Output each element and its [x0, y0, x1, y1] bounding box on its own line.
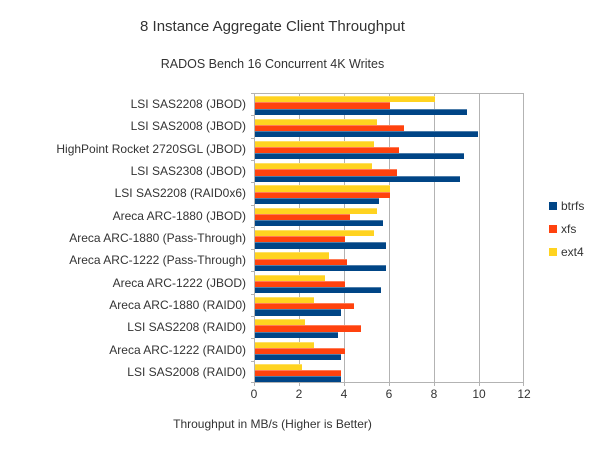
bar-ext4 — [255, 252, 330, 259]
category-label: LSI SAS2208 (JBOD) — [130, 97, 246, 112]
bar-xfs — [255, 280, 345, 288]
x-tick-label-10: 10 — [472, 387, 486, 401]
bar-xfs — [255, 258, 348, 265]
x-tick-mark — [344, 383, 345, 386]
legend-item-ext4: ext4 — [549, 240, 584, 263]
gridline-x-8 — [434, 94, 435, 382]
x-tick-label-2: 2 — [295, 387, 303, 401]
bar-btrfs — [255, 108, 467, 115]
gridline-x-10 — [479, 94, 480, 382]
bar-xfs — [255, 325, 361, 332]
plot-area — [254, 93, 524, 383]
chart-subtitle: RADOS Bench 16 Concurrent 4K Writes — [160, 57, 385, 71]
bar-ext4 — [255, 96, 435, 103]
x-tick-label-12: 12 — [517, 387, 531, 401]
bar-btrfs — [255, 153, 465, 160]
category-label: LSI SAS2208 (RAID0x6) — [114, 186, 246, 201]
x-tick-label-4: 4 — [340, 387, 348, 401]
ext4-swatch-icon — [549, 247, 557, 256]
bar-ext4 — [255, 341, 314, 348]
y-tick-mark — [251, 205, 254, 206]
bar-btrfs — [255, 197, 379, 205]
legend-label: ext4 — [561, 244, 584, 259]
bar-btrfs — [255, 220, 384, 227]
x-tick-mark — [254, 383, 255, 386]
category-label: LSI SAS2208 (RAID0) — [127, 320, 246, 335]
category-label: Areca ARC-1880 (Pass-Through) — [69, 231, 246, 245]
y-tick-mark — [251, 160, 254, 161]
gridline-x-6 — [389, 94, 390, 382]
x-tick-mark — [523, 383, 524, 386]
bar-xfs — [255, 147, 399, 154]
x-tick-label-8: 8 — [430, 387, 438, 401]
bar-ext4 — [255, 296, 314, 304]
bar-ext4 — [255, 118, 377, 125]
bar-xfs — [255, 102, 390, 109]
y-tick-mark — [251, 294, 254, 295]
y-tick-mark — [251, 382, 254, 383]
x-tick-label-0: 0 — [250, 387, 258, 401]
y-tick-mark — [251, 115, 254, 116]
bar-xfs — [255, 169, 397, 176]
bar-ext4 — [255, 274, 325, 281]
xfs-swatch-icon — [549, 224, 557, 233]
bar-ext4 — [255, 207, 377, 214]
x-axis-title: Throughput in MB/s (Higher is Better) — [173, 417, 372, 431]
btrfs-swatch-icon — [549, 201, 557, 210]
y-tick-mark — [251, 182, 254, 183]
bar-ext4 — [255, 163, 372, 170]
bar-btrfs — [255, 242, 386, 249]
bar-btrfs — [255, 353, 341, 361]
bar-btrfs — [255, 175, 460, 182]
y-tick-mark — [251, 316, 254, 317]
y-tick-mark — [251, 227, 254, 228]
bar-btrfs — [255, 331, 339, 338]
bar-xfs — [255, 124, 404, 131]
y-tick-mark — [251, 93, 254, 94]
y-tick-mark — [251, 271, 254, 272]
category-label: Areca ARC-1880 (RAID0) — [109, 297, 246, 312]
category-label: HighPoint Rocket 2720SGL (JBOD) — [56, 141, 246, 156]
x-tick-mark — [434, 383, 435, 386]
legend: btrfs xfs ext4 — [549, 194, 584, 263]
bar-ext4 — [255, 319, 305, 326]
x-tick-mark — [479, 383, 480, 386]
legend-item-btrfs: btrfs — [549, 194, 584, 217]
x-tick-mark — [389, 383, 390, 386]
bar-xfs — [255, 213, 350, 221]
bar-ext4 — [255, 363, 303, 371]
bar-xfs — [255, 236, 345, 243]
y-tick-mark — [251, 338, 254, 339]
bar-xfs — [255, 303, 354, 310]
category-label: Areca ARC-1222 (JBOD) — [112, 275, 246, 290]
y-tick-mark — [251, 249, 254, 250]
bar-ext4 — [255, 185, 390, 192]
category-label: Areca ARC-1222 (Pass-Through) — [69, 253, 246, 268]
category-label: Areca ARC-1880 (JBOD) — [112, 208, 246, 223]
legend-label: btrfs — [561, 198, 585, 213]
x-tick-mark — [299, 383, 300, 386]
y-tick-mark — [251, 138, 254, 139]
legend-label: xfs — [561, 221, 577, 236]
bar-btrfs — [255, 287, 381, 294]
category-label: LSI SAS2308 (JBOD) — [130, 164, 246, 179]
bar-xfs — [255, 191, 390, 198]
bar-btrfs — [255, 264, 386, 271]
chart-title: 8 Instance Aggregate Client Throughput — [140, 18, 405, 35]
x-tick-label-6: 6 — [385, 387, 393, 401]
y-tick-mark — [251, 361, 254, 362]
category-label: LSI SAS2008 (RAID0) — [127, 364, 246, 379]
bar-ext4 — [255, 230, 375, 237]
bar-xfs — [255, 347, 345, 354]
bar-ext4 — [255, 140, 375, 147]
bar-btrfs — [255, 130, 478, 138]
category-label: LSI SAS2008 (JBOD) — [130, 119, 246, 134]
legend-item-xfs: xfs — [549, 217, 584, 240]
bar-btrfs — [255, 376, 341, 383]
bar-xfs — [255, 370, 341, 377]
category-label: Areca ARC-1222 (RAID0) — [109, 342, 246, 357]
bar-btrfs — [255, 309, 341, 316]
